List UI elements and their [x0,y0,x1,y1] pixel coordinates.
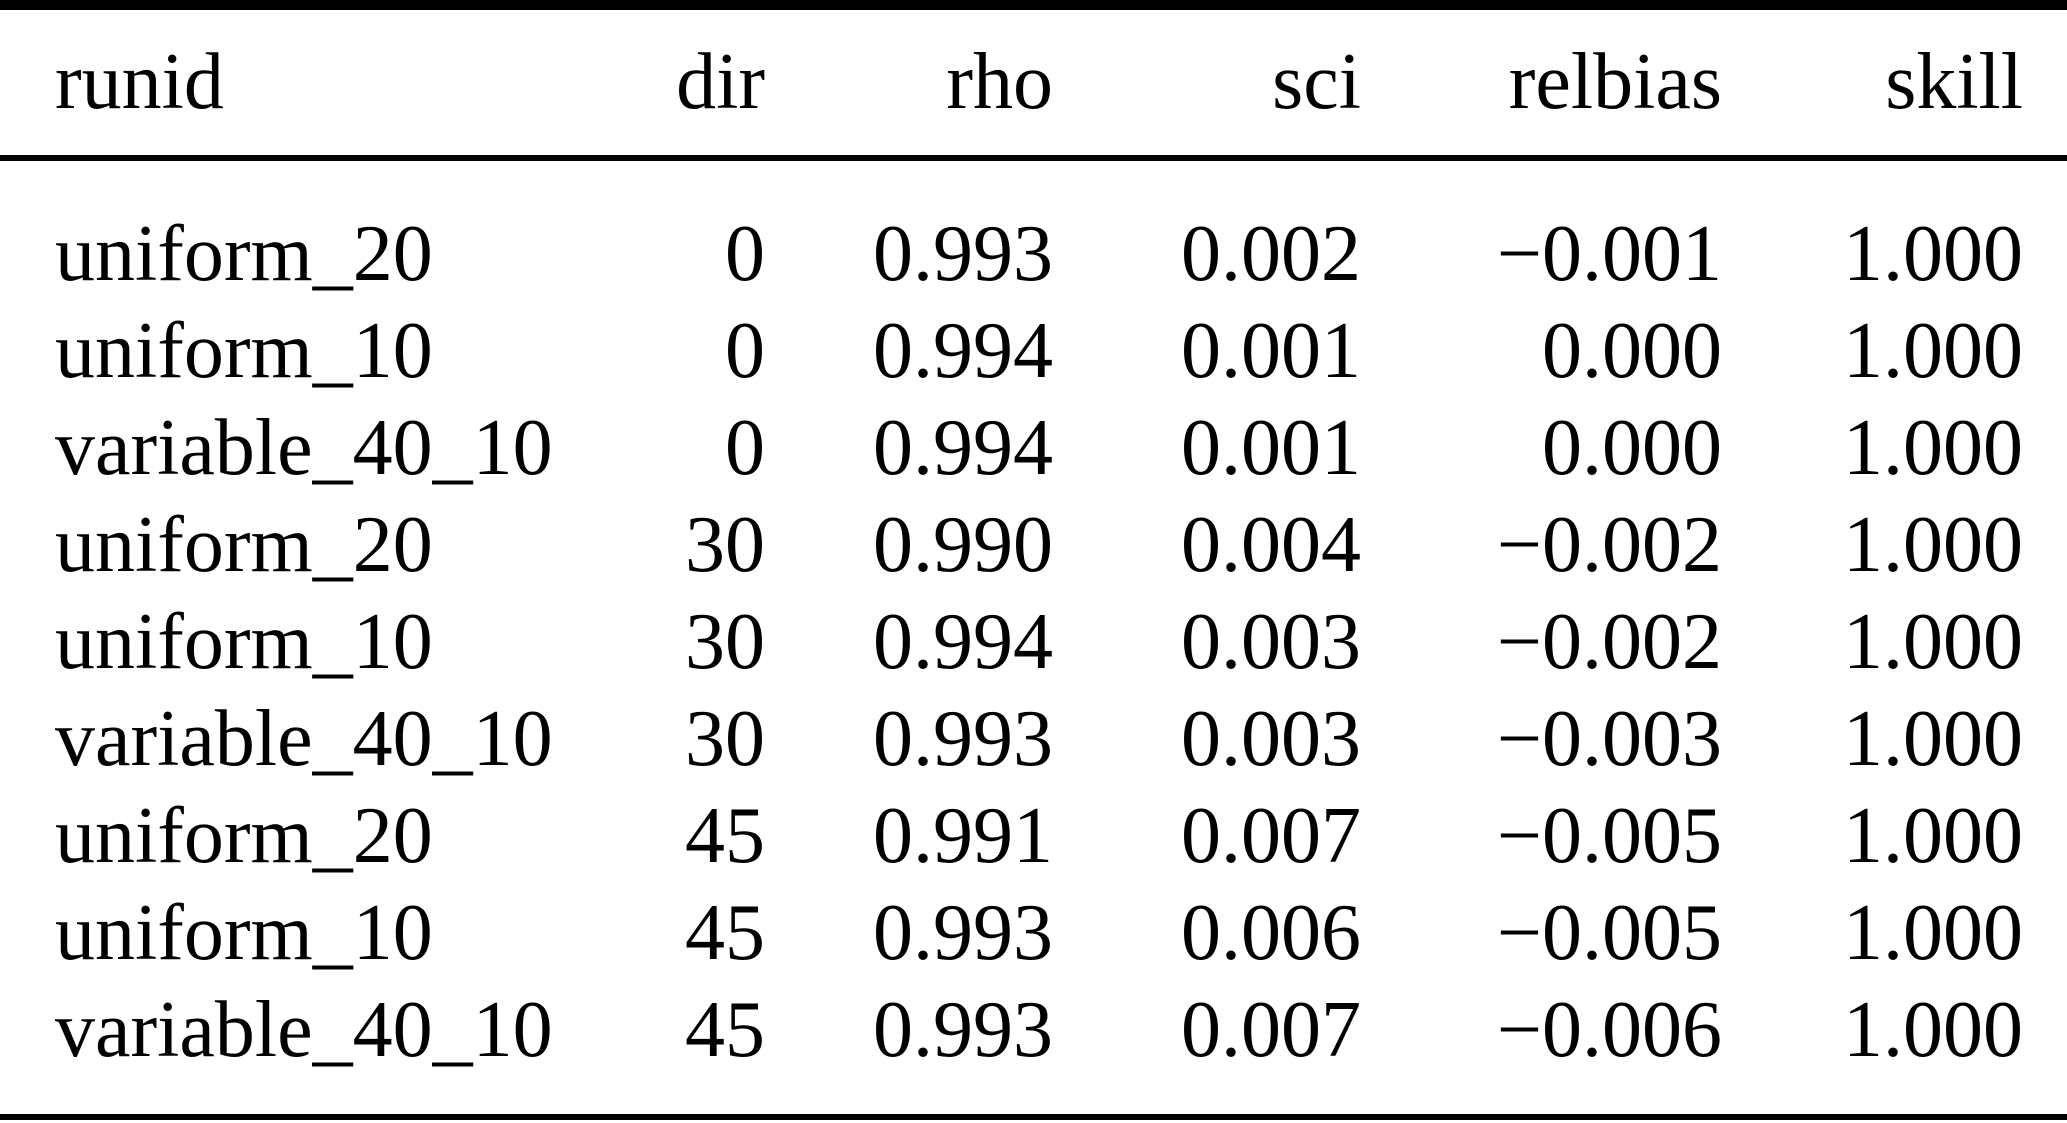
cell-rho: 0.994 [873,404,1053,492]
cell-relbias: −0.001 [1496,210,1722,298]
cell-relbias: 0.000 [1542,404,1722,492]
cell-relbias: −0.005 [1496,889,1722,977]
table-row: uniform_10 30 0.994 0.003 −0.002 1.000 [0,594,2067,691]
cell-rho: 0.991 [873,792,1053,880]
cell-skill: 1.000 [1843,792,2023,880]
cell-sci: 0.004 [1181,501,1361,589]
cell-sci: 0.002 [1181,210,1361,298]
cell-relbias: −0.002 [1496,501,1722,589]
cell-runid: uniform_10 [55,307,433,395]
table-row: variable_40_10 30 0.993 0.003 −0.003 1.000 [0,691,2067,788]
cell-skill: 1.000 [1843,404,2023,492]
cell-skill: 1.000 [1843,307,2023,395]
cell-dir: 45 [685,889,765,977]
cell-sci: 0.007 [1181,792,1361,880]
cell-runid: uniform_20 [55,501,433,589]
cell-skill: 1.000 [1843,501,2023,589]
table-row: uniform_10 45 0.993 0.006 −0.005 1.000 [0,885,2067,982]
cell-relbias: 0.000 [1542,307,1722,395]
cell-skill: 1.000 [1843,695,2023,783]
cell-rho: 0.990 [873,501,1053,589]
column-header-runid: runid [55,38,224,126]
cell-runid: uniform_20 [55,210,433,298]
cell-skill: 1.000 [1843,598,2023,686]
cell-rho: 0.994 [873,307,1053,395]
cell-dir: 0 [725,210,765,298]
cell-rho: 0.993 [873,889,1053,977]
cell-runid: variable_40_10 [55,695,553,783]
cell-sci: 0.007 [1181,986,1361,1074]
table-row: variable_40_10 0 0.994 0.001 0.000 1.000 [0,400,2067,497]
cell-sci: 0.006 [1181,889,1361,977]
cell-dir: 0 [725,404,765,492]
cell-skill: 1.000 [1843,986,2023,1074]
cell-dir: 30 [685,501,765,589]
cell-relbias: −0.006 [1496,986,1722,1074]
cell-runid: variable_40_10 [55,404,553,492]
table-row: variable_40_10 45 0.993 0.007 −0.006 1.000 [0,982,2067,1117]
cell-relbias: −0.005 [1496,792,1722,880]
table-body: uniform_20 0 0.993 0.002 −0.001 1.000 uniform_… [0,158,2067,1117]
cell-sci: 0.003 [1181,695,1361,783]
cell-relbias: −0.003 [1496,695,1722,783]
cell-rho: 0.994 [873,598,1053,686]
cell-dir: 45 [685,792,765,880]
table-row: uniform_10 0 0.994 0.001 0.000 1.000 [0,303,2067,400]
header-row: runid dir rho sci relbias skill [0,5,2067,158]
table-row: uniform_20 30 0.990 0.004 −0.002 1.000 [0,497,2067,594]
cell-runid: variable_40_10 [55,986,553,1074]
cell-runid: uniform_10 [55,598,433,686]
cell-sci: 0.001 [1181,307,1361,395]
column-header-rho: rho [946,38,1053,126]
table-header: runid dir rho sci relbias skill [0,5,2067,158]
column-header-dir: dir [676,38,765,126]
cell-dir: 30 [685,598,765,686]
cell-runid: uniform_10 [55,889,433,977]
cell-rho: 0.993 [873,986,1053,1074]
cell-sci: 0.003 [1181,598,1361,686]
cell-dir: 45 [685,986,765,1074]
cell-sci: 0.001 [1181,404,1361,492]
cell-skill: 1.000 [1843,889,2023,977]
column-header-skill: skill [1885,38,2023,126]
table-row: uniform_20 0 0.993 0.002 −0.001 1.000 [0,158,2067,303]
cell-rho: 0.993 [873,210,1053,298]
cell-dir: 30 [685,695,765,783]
cell-skill: 1.000 [1843,210,2023,298]
cell-dir: 0 [725,307,765,395]
column-header-sci: sci [1272,38,1361,126]
column-header-relbias: relbias [1508,38,1722,126]
cell-runid: uniform_20 [55,792,433,880]
table-row: uniform_20 45 0.991 0.007 −0.005 1.000 [0,788,2067,885]
cell-relbias: −0.002 [1496,598,1722,686]
cell-rho: 0.993 [873,695,1053,783]
